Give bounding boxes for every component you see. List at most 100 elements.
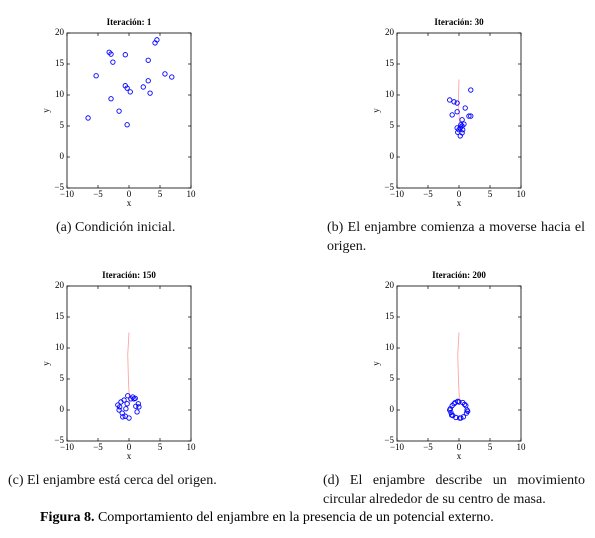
- particle: [128, 396, 134, 402]
- caption-a: (a) Condición inicial.: [56, 220, 176, 235]
- particle: [455, 398, 461, 404]
- y-tick-label: 5: [390, 120, 395, 130]
- x-tick-label: 5: [488, 189, 493, 199]
- particle: [125, 393, 131, 399]
- trajectory: [127, 332, 131, 404]
- y-axis-label: y: [371, 361, 381, 366]
- particle: [119, 410, 125, 416]
- y-tick-label: 5: [60, 373, 65, 383]
- particle: [169, 74, 175, 80]
- particle: [454, 109, 460, 115]
- particle: [85, 115, 91, 121]
- chart-title: Iteración: 200: [432, 270, 486, 280]
- y-tick-label: 5: [390, 373, 395, 383]
- y-axis-label: y: [41, 361, 51, 366]
- x-tick-label: 10: [187, 442, 197, 452]
- particle: [140, 84, 146, 90]
- y-tick-label: 0: [60, 151, 65, 161]
- particle: [447, 407, 453, 413]
- y-tick-label: 20: [385, 27, 395, 37]
- y-tick-label: 10: [385, 342, 395, 352]
- particle: [145, 78, 151, 84]
- particle: [447, 97, 453, 103]
- y-tick-label: 15: [55, 311, 65, 321]
- particle: [459, 117, 465, 123]
- x-tick-label: −10: [390, 442, 405, 452]
- y-tick-label: 10: [55, 342, 65, 352]
- y-tick-label: 10: [55, 89, 65, 99]
- x-axis-label: x: [457, 451, 462, 461]
- particle: [110, 59, 116, 65]
- x-tick-label: −10: [60, 442, 75, 452]
- y-tick-label: 20: [385, 280, 395, 290]
- particle: [460, 127, 466, 133]
- particle: [116, 407, 122, 413]
- x-tick-label: 10: [517, 442, 527, 452]
- x-tick-label: 0: [127, 442, 132, 452]
- y-tick-label: 0: [60, 404, 65, 414]
- particle: [451, 99, 457, 105]
- particle: [122, 52, 128, 58]
- particle: [458, 415, 464, 421]
- particle: [136, 404, 142, 410]
- particle: [127, 89, 133, 95]
- x-tick-label: −5: [423, 442, 433, 452]
- particle: [120, 414, 126, 420]
- x-tick-label: 10: [517, 189, 527, 199]
- y-tick-label: 10: [385, 89, 395, 99]
- x-tick-label: 0: [457, 189, 462, 199]
- y-tick-label: 5: [60, 120, 65, 130]
- y-tick-label: −5: [54, 435, 64, 445]
- particle: [121, 397, 127, 403]
- particle: [454, 125, 460, 131]
- particle: [462, 105, 468, 111]
- particle: [124, 122, 130, 128]
- particle: [457, 133, 463, 139]
- particle: [116, 108, 122, 114]
- y-axis-label: y: [41, 108, 51, 113]
- particle: [133, 403, 139, 409]
- axes-box: [66, 285, 192, 442]
- particle: [124, 85, 130, 91]
- caption-d: (d) El enjambre describe un movimiento c…: [323, 473, 585, 507]
- particle: [108, 51, 114, 57]
- y-tick-label: −5: [384, 182, 394, 192]
- x-tick-label: 5: [158, 442, 163, 452]
- particle: [126, 415, 132, 421]
- y-tick-label: 0: [390, 151, 395, 161]
- particle: [468, 87, 474, 93]
- x-tick-label: 0: [127, 189, 132, 199]
- particle: [468, 113, 474, 119]
- particle: [454, 100, 460, 106]
- y-tick-label: 20: [55, 280, 65, 290]
- x-axis-label: x: [127, 451, 132, 461]
- particle: [131, 396, 137, 402]
- x-tick-label: 5: [488, 442, 493, 452]
- figure-text: Comportamiento del enjambre en la presen…: [97, 510, 494, 525]
- y-tick-label: 15: [55, 58, 65, 68]
- particle: [124, 401, 130, 407]
- x-tick-label: 0: [457, 442, 462, 452]
- y-tick-label: −5: [54, 182, 64, 192]
- chart-title: Iteración: 30: [434, 17, 484, 27]
- y-tick-label: 15: [385, 58, 395, 68]
- x-tick-label: 5: [158, 189, 163, 199]
- particle: [147, 90, 153, 96]
- particle: [458, 122, 464, 128]
- chart-title: Iteración: 150: [102, 270, 156, 280]
- caption-b: (b) El enjambre comienza a moverse hacia…: [327, 220, 585, 254]
- particle: [463, 403, 469, 409]
- caption-c: (c) El enjambre está cerca del origen.: [8, 473, 217, 488]
- particle: [460, 414, 466, 420]
- axes-box: [66, 32, 192, 189]
- x-axis-label: x: [457, 198, 462, 208]
- particle: [453, 414, 459, 421]
- y-tick-label: 20: [55, 27, 65, 37]
- x-tick-label: −10: [60, 189, 75, 199]
- particle: [452, 399, 458, 406]
- x-tick-label: −5: [93, 442, 103, 452]
- figure-label: Figura 8.: [40, 510, 95, 525]
- particle: [145, 57, 151, 63]
- particle: [117, 404, 123, 410]
